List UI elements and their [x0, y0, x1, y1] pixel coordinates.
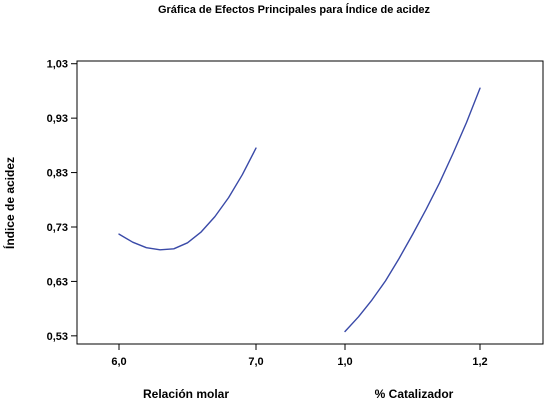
chart-title: Gráfica de Efectos Principales para Índi…	[158, 3, 431, 16]
y-tick-label: 0,73	[47, 222, 68, 234]
factor-label-catalizador: % Catalizador	[375, 387, 454, 401]
effect-line-relacion-molar	[118, 147, 257, 251]
y-tick-label: 0,93	[47, 113, 68, 125]
y-tick-label: 0,63	[47, 276, 68, 288]
y-axis-ticks: 1,03 0,93 0,83 0,73 0,63 0,53	[47, 59, 77, 343]
x-tick-label: 1,2	[472, 356, 487, 368]
x-tick-label: 6,0	[111, 356, 126, 368]
x-axis-ticks: 6,0 7,0 1,0 1,2	[111, 344, 488, 368]
y-axis-label: Índice de acidez	[2, 157, 17, 249]
y-tick-label: 1,03	[47, 59, 68, 71]
plot-frame	[76, 60, 544, 345]
y-tick-label: 0,83	[47, 168, 68, 180]
factor-label-relacion-molar: Relación molar	[143, 387, 229, 401]
effect-line-catalizador	[344, 87, 481, 333]
x-tick-label: 7,0	[248, 356, 263, 368]
y-tick-label: 0,53	[47, 331, 68, 343]
effect-curves	[118, 87, 481, 333]
x-tick-label: 1,0	[337, 356, 352, 368]
